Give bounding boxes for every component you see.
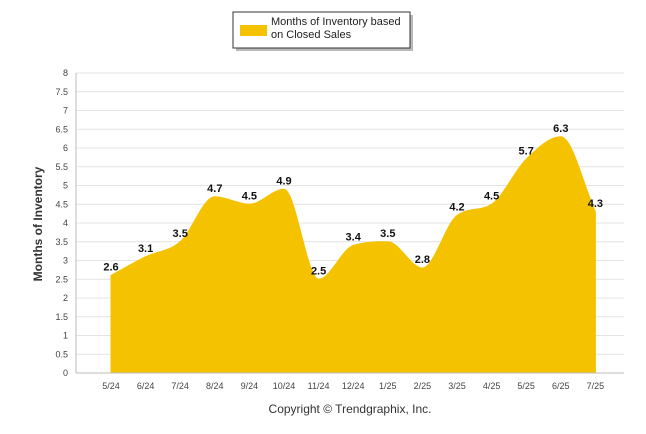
data-label: 2.6 <box>103 262 118 274</box>
data-label: 3.5 <box>380 228 395 240</box>
legend-swatch <box>240 25 267 36</box>
copyright-text: Copyright © Trendgraphix, Inc. <box>269 402 432 416</box>
y-tick-label: 3 <box>63 256 68 266</box>
y-tick-label: 6.5 <box>55 124 68 134</box>
x-tick-label: 7/24 <box>171 381 189 391</box>
y-tick-label: 6 <box>63 143 68 153</box>
y-tick-label: 7.5 <box>55 87 68 97</box>
data-label: 3.4 <box>346 232 362 244</box>
y-tick-label: 3.5 <box>55 237 68 247</box>
data-label: 4.2 <box>449 202 464 214</box>
data-label: 4.9 <box>276 175 291 187</box>
x-tick-label: 3/25 <box>448 381 466 391</box>
y-tick-label: 7 <box>63 106 68 116</box>
data-label: 3.5 <box>173 228 188 240</box>
data-label: 2.5 <box>311 265 326 277</box>
x-tick-label: 1/25 <box>379 381 397 391</box>
data-label: 4.3 <box>588 198 603 210</box>
y-tick-label: 1 <box>63 331 68 341</box>
y-tick-label: 1.5 <box>55 312 68 322</box>
x-tick-label: 12/24 <box>342 381 365 391</box>
legend: Months of Inventory based on Closed Sale… <box>232 11 413 51</box>
legend-label-line1: Months of Inventory based <box>271 16 401 28</box>
x-tick-label: 6/25 <box>552 381 570 391</box>
data-label: 6.3 <box>553 123 568 135</box>
area-series <box>110 136 596 374</box>
x-tick-label: 7/25 <box>587 381 605 391</box>
x-tick-label: 8/24 <box>206 381 224 391</box>
y-tick-label: 4.5 <box>55 199 68 209</box>
data-label: 4.5 <box>242 190 257 202</box>
data-labels: 2.6 3.1 3.5 4.7 4.5 4.9 2.5 3.4 3.5 2.8 4.2 4.5 5.7 6… <box>103 123 603 278</box>
y-tick-label: 0.5 <box>55 349 68 359</box>
y-axis-title: Months of Inventory <box>31 166 45 281</box>
data-label: 5.7 <box>519 145 534 157</box>
x-tick-label: 2/25 <box>414 381 432 391</box>
y-tick-label: 2.5 <box>55 274 68 284</box>
y-tick-label: 8 <box>63 68 68 78</box>
x-tick-label: 5/24 <box>102 381 120 391</box>
x-tick-label: 10/24 <box>273 381 296 391</box>
y-tick-label: 0 <box>63 368 68 378</box>
y-tick-label: 2 <box>63 293 68 303</box>
x-tick-label: 5/25 <box>517 381 535 391</box>
y-axis-ticks: 0 0.5 1 1.5 2 2.5 3 3.5 4 4.5 5 5.5 6 6.5 7 7.5 8 <box>55 68 68 378</box>
area-fill <box>110 136 596 374</box>
axes <box>75 73 624 374</box>
x-axis-ticks: 5/24 6/24 7/24 8/24 9/24 10/24 11/24 12/24 1/25 2… <box>102 381 604 391</box>
x-tick-label: 9/24 <box>241 381 259 391</box>
data-label: 2.8 <box>415 254 430 266</box>
x-tick-label: 6/24 <box>137 381 155 391</box>
x-tick-label: 4/25 <box>483 381 501 391</box>
data-label: 3.1 <box>138 243 153 255</box>
x-tick-label: 11/24 <box>308 381 330 391</box>
data-label: 4.5 <box>484 190 499 202</box>
y-tick-label: 5 <box>63 181 68 191</box>
legend-label-line2: on Closed Sales <box>271 29 352 41</box>
y-tick-label: 4 <box>63 218 68 228</box>
y-tick-label: 5.5 <box>55 162 68 172</box>
data-label: 4.7 <box>207 183 222 195</box>
